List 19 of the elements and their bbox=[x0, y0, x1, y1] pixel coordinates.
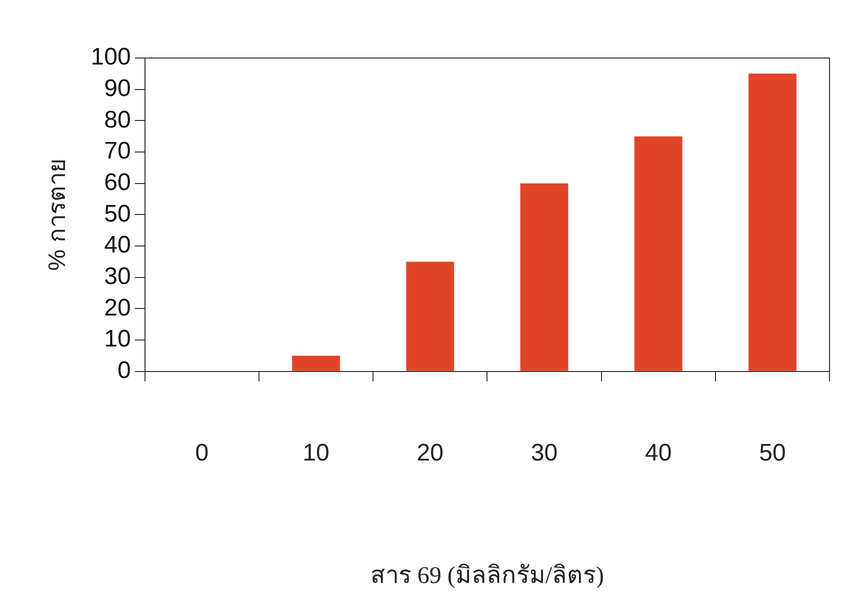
y-tick-label: 20 bbox=[104, 294, 131, 322]
x-tick-label: 30 bbox=[530, 439, 558, 466]
y-tick-label: 70 bbox=[104, 138, 131, 165]
y-tick-label: 40 bbox=[104, 232, 131, 259]
y-tick-label: 0 bbox=[117, 357, 131, 384]
y-tick-label: 90 bbox=[104, 74, 131, 102]
y-tick-label: 100 bbox=[90, 44, 131, 71]
x-tick-label: 40 bbox=[645, 439, 672, 466]
y-axis-title: % การตาย bbox=[44, 158, 72, 271]
y-tick-label: 80 bbox=[104, 106, 131, 134]
y-tick-label: 10 bbox=[104, 326, 131, 353]
x-tick-label: 20 bbox=[416, 439, 444, 466]
x-tick-label: 0 bbox=[195, 439, 209, 466]
x-tick-label: 50 bbox=[759, 439, 786, 466]
x-axis-title: สาร 69 (มิลลิกรัม/ลิตร) bbox=[370, 562, 604, 589]
y-tick-label: 30 bbox=[104, 263, 131, 290]
x-tick-label: 10 bbox=[302, 439, 330, 466]
y-tick-label: 60 bbox=[104, 168, 131, 196]
y-tick-label: 50 bbox=[104, 200, 131, 228]
